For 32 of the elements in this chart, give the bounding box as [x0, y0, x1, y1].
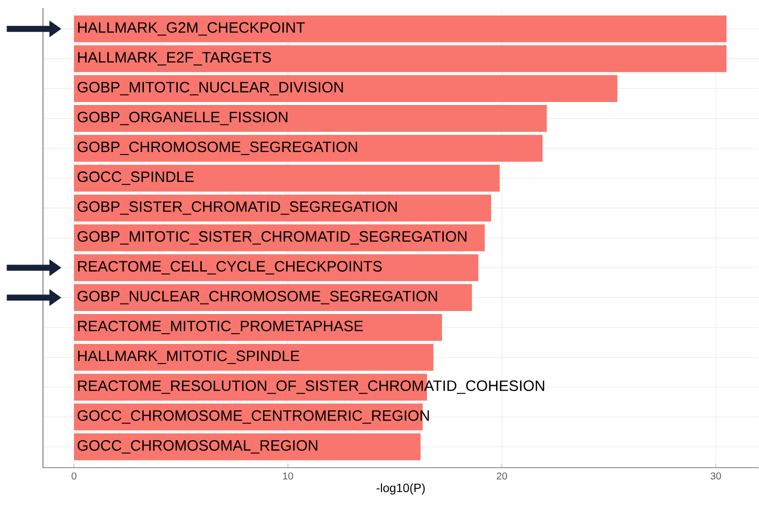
- bar: [74, 75, 618, 102]
- y-tick-label: GOCC_SPINDLE: [78, 172, 194, 186]
- x-tick-label: 20: [496, 472, 508, 480]
- bar: [74, 164, 500, 192]
- y-tick-label: REACTOME_RESOLUTION_OF_SISTER_CHROMATID_COHESION: [78, 380, 544, 394]
- bar: [74, 254, 478, 282]
- y-tick-label: GOCC_CHROMOSOMAL_REGION: [78, 440, 318, 454]
- bar: [74, 224, 485, 252]
- bar: [74, 105, 547, 132]
- y-tick-label: GOBP_NUCLEAR_CHROMOSOME_SEGREGATION: [78, 290, 437, 304]
- bar: [74, 135, 543, 162]
- y-tick-label: GOBP_CHROMOSOME_SEGREGATION: [78, 142, 357, 156]
- bar: [74, 16, 727, 42]
- x-tick-label: 0: [72, 472, 76, 480]
- x-tick-label: 30: [710, 472, 721, 480]
- y-tick-label: HALLMARK_MITOTIC_SPINDLE: [78, 350, 300, 364]
- y-tick-label: GOBP_MITOTIC_NUCLEAR_DIVISION: [78, 82, 343, 96]
- x-tick-label: 10: [283, 472, 294, 480]
- y-tick-label: GOBP_MITOTIC_SISTER_CHROMATID_SEGREGATION: [78, 231, 466, 245]
- y-tick-label: REACTOME_MITOTIC_PROMETAPHASE: [78, 320, 363, 334]
- bar: [74, 45, 727, 72]
- y-tick-label: GOCC_CHROMOSOME_CENTROMERIC_REGION: [78, 410, 429, 424]
- y-tick-label: REACTOME_CELL_CYCLE_CHECKPOINTS: [78, 261, 382, 275]
- y-tick-label: HALLMARK_E2F_TARGETS: [78, 52, 271, 66]
- bar: [74, 314, 442, 341]
- bar: [74, 434, 421, 460]
- bar: [74, 344, 434, 371]
- y-tick-label: HALLMARK_G2M_CHECKPOINT: [78, 22, 305, 36]
- y-tick-label: GOBP_SISTER_CHROMATID_SEGREGATION: [78, 201, 397, 215]
- bar: [74, 194, 492, 222]
- x-axis-title: -log10(P): [376, 483, 425, 495]
- y-tick-label: GOBP_ORGANELLE_FISSION: [78, 112, 288, 126]
